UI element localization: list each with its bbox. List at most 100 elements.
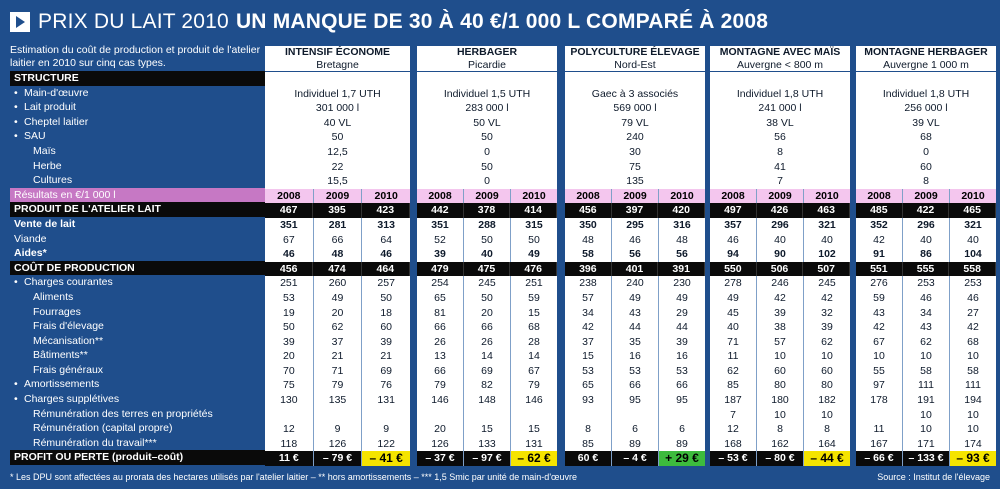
- structure-row: 50: [417, 159, 557, 175]
- amortissements-row: 79 82 79: [417, 378, 557, 394]
- value-cell: 16: [659, 349, 705, 364]
- group-region: Picardie: [468, 59, 506, 71]
- value-cell: 396: [565, 261, 612, 277]
- structure-spacer: [565, 72, 705, 87]
- frais-generaux-row: 55 58 58: [856, 363, 996, 379]
- year-cell: 2010: [950, 188, 996, 204]
- value-cell: 69: [362, 363, 411, 379]
- value-cell: 75: [265, 378, 314, 394]
- value-cell: 550: [710, 261, 757, 277]
- value-cell: 27: [950, 305, 996, 321]
- value-cell: [265, 407, 314, 423]
- value-cell: 34: [565, 305, 612, 321]
- value-cell: 12: [265, 422, 314, 437]
- value-cell: 253: [950, 276, 996, 291]
- value-cell: 52: [417, 232, 464, 248]
- value-cell: 507: [803, 261, 851, 277]
- vente-row: 350 295 316: [565, 217, 705, 233]
- capital-row: 11 10 10: [856, 422, 996, 437]
- group-header: INTENSIF ÉCONOME Bretagne: [265, 46, 410, 72]
- value-cell: [362, 407, 411, 423]
- row-label: Viande: [14, 232, 47, 245]
- value-cell: 254: [417, 276, 464, 291]
- value-cell: 146: [511, 393, 557, 408]
- value-cell: 32: [804, 305, 850, 321]
- value-cell: – 4 €: [612, 451, 659, 467]
- structure-cell: 39 VL: [856, 115, 996, 131]
- value-cell: 53: [659, 363, 705, 379]
- capital-row: 20 15 15: [417, 422, 557, 437]
- value-cell: 50: [464, 232, 511, 248]
- value-cell: 20: [265, 349, 314, 364]
- value-cell: 53: [612, 363, 659, 379]
- value-cell: 260: [313, 276, 363, 291]
- row-label: Charges supplétives: [10, 392, 265, 407]
- value-cell: 16: [612, 349, 659, 364]
- row-label: Cheptel laitier: [10, 115, 265, 130]
- value-cell: 66: [417, 320, 464, 335]
- value-cell: 558: [949, 261, 997, 277]
- value-cell: 246: [757, 276, 804, 291]
- group-header: MONTAGNE AVEC MAÏS Auvergne < 800 m: [710, 46, 850, 72]
- source: Source : Institut de l'élevage: [877, 472, 990, 482]
- value-cell: 321: [804, 217, 850, 233]
- value-cell: – 41 €: [362, 451, 411, 467]
- supletives-row: 178 191 194: [856, 393, 996, 408]
- fourrages-row: 43 34 27: [856, 305, 996, 321]
- profit-row: 60 € – 4 € + 29 €: [565, 451, 705, 467]
- structure-cell: 569 000 l: [565, 101, 705, 116]
- structure-row: 301 000 l: [265, 101, 410, 116]
- value-cell: 89: [612, 436, 659, 452]
- value-cell: 50: [511, 232, 557, 248]
- frais-generaux-row: 70 71 69: [265, 363, 411, 379]
- value-cell: 66: [464, 320, 511, 335]
- group-region: Nord-Est: [614, 59, 656, 71]
- value-cell: 57: [757, 334, 804, 350]
- frais-generaux-row: 62 60 60: [710, 363, 850, 379]
- row-label: PRODUIT DE L'ATELIER LAIT: [10, 202, 265, 217]
- aliments-row: 53 49 50: [265, 290, 411, 306]
- row-label: Charges courantes: [10, 275, 265, 290]
- value-cell: 506: [756, 261, 804, 277]
- value-cell: 555: [902, 261, 950, 277]
- produit-row: 485 422 465: [856, 203, 997, 218]
- group-header: HERBAGER Picardie: [417, 46, 557, 72]
- row-label: Résultats en €/1 000 l: [10, 187, 265, 203]
- value-cell: 475: [463, 261, 511, 277]
- profit-row: – 37 € – 97 € – 62 €: [417, 451, 557, 467]
- structure-row: Gaec à 3 associés: [565, 86, 705, 102]
- value-cell: 11 €: [265, 451, 314, 467]
- row-label: Herbe: [33, 159, 62, 172]
- value-cell: 465: [949, 203, 997, 218]
- value-cell: 351: [417, 217, 464, 233]
- value-cell: 39: [659, 334, 705, 350]
- structure-cell: 50: [417, 130, 557, 145]
- years-row: 2008 2009 2010: [710, 188, 850, 204]
- value-cell: 191: [903, 393, 950, 408]
- value-cell: 551: [856, 261, 903, 277]
- structure-row: 569 000 l: [565, 101, 705, 116]
- group-1: HERBAGER Picardie Individuel 1,5 UTH 283 00…: [417, 46, 558, 467]
- structure-row: 283 000 l: [417, 101, 557, 116]
- value-cell: 42: [757, 290, 804, 306]
- value-cell: 174: [950, 436, 996, 452]
- group-name: POLYCULTURE ÉLEVAGE: [570, 46, 700, 58]
- structure-cell: 7: [710, 174, 850, 189]
- group-0: INTENSIF ÉCONOME Bretagne Individuel 1,7 U…: [265, 46, 411, 467]
- capital-row: 12 8 8: [710, 422, 850, 437]
- value-cell: 414: [510, 203, 558, 218]
- value-cell: 245: [464, 276, 511, 291]
- value-cell: 10: [950, 422, 996, 437]
- mecanisation-row: 67 62 68: [856, 334, 996, 350]
- structure-row: 56: [710, 130, 850, 145]
- value-cell: 423: [361, 203, 410, 218]
- year-cell: 2008: [565, 188, 612, 204]
- value-cell: 464: [361, 261, 410, 277]
- cout-row: 396 401 391: [565, 261, 706, 277]
- subtitle: Estimation du coût de production et prod…: [10, 44, 261, 69]
- value-cell: 442: [417, 203, 464, 218]
- aides-row: 58 56 56: [565, 247, 705, 262]
- mecanisation-row: 26 26 28: [417, 334, 557, 350]
- value-cell: 79: [511, 378, 557, 394]
- value-cell: 53: [265, 290, 314, 306]
